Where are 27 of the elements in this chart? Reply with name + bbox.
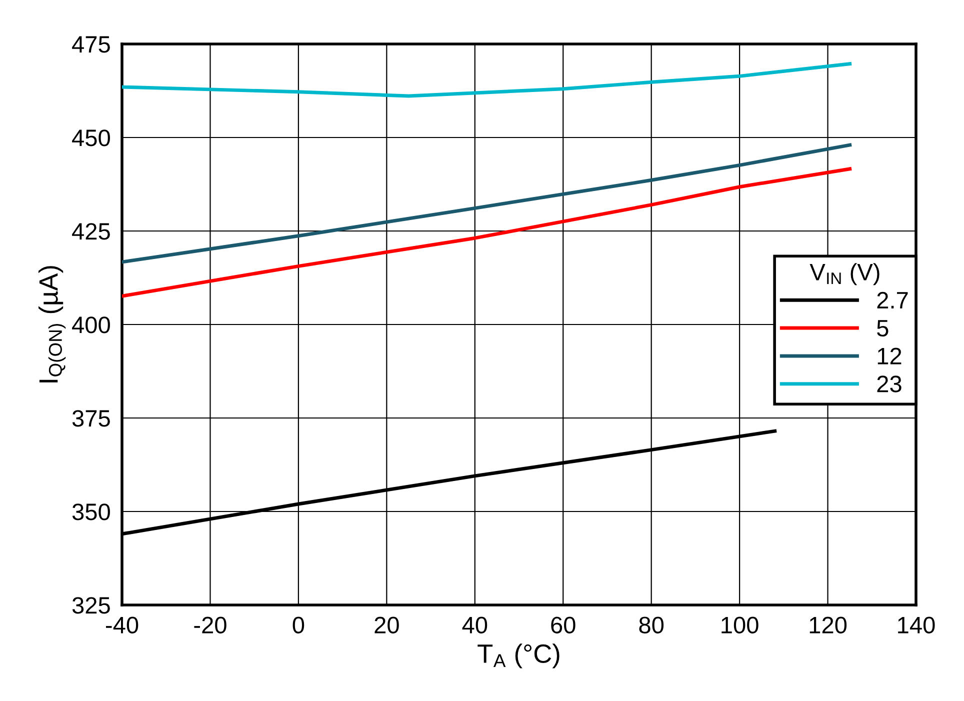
x-tick-label: -40 — [106, 616, 138, 634]
x-tick-label: 0 — [292, 616, 304, 634]
legend-title: V$_{IN}$ (V) — [810, 263, 880, 286]
x-tick-label: 40 — [462, 616, 488, 634]
line-series — [122, 167, 852, 298]
line-series — [122, 143, 852, 264]
y-tick-label: 400 — [72, 316, 110, 334]
x-tick-label: 20 — [374, 616, 399, 634]
y-tick-label: 475 — [72, 36, 110, 53]
y-tick-label: 325 — [72, 597, 110, 614]
y-tick-label: 375 — [72, 410, 110, 427]
legend-label: 5 — [877, 320, 888, 337]
x-tick-label: 80 — [639, 616, 664, 634]
x-tick-label: 100 — [722, 616, 758, 634]
y-tick-label: 450 — [72, 130, 110, 146]
y-tick-label: 350 — [72, 504, 110, 520]
y-tick-label: 425 — [72, 223, 110, 240]
x-tick-label: -20 — [194, 616, 226, 634]
x-tick-label: 60 — [551, 616, 576, 634]
legend-label: 2.7 — [877, 292, 908, 308]
legend-label: 23 — [877, 376, 902, 392]
line-series — [122, 62, 852, 98]
x-tick-label: 140 — [898, 616, 935, 634]
x-axis-title: T$_{A}$ (°C) — [478, 644, 560, 668]
legend-label: 12 — [878, 348, 902, 364]
y-axis-title: I$_{Q(ON)}$ (µA) — [38, 266, 66, 382]
x-tick-label: 120 — [810, 616, 847, 634]
